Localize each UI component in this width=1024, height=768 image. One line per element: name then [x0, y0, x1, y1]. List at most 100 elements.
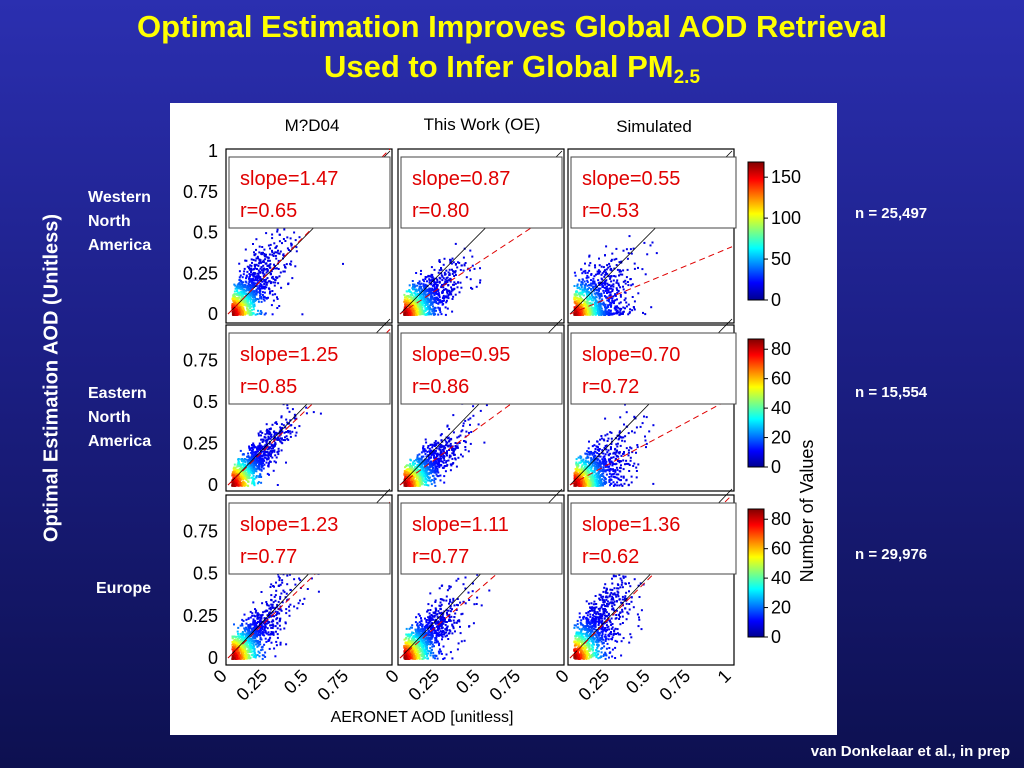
density-point: [236, 465, 239, 468]
density-point: [287, 430, 289, 432]
density-point: [259, 451, 262, 454]
density-point: [243, 471, 245, 474]
density-point: [420, 481, 423, 484]
slide-title-line1: Optimal Estimation Improves Global AOD R…: [137, 9, 887, 44]
density-point: [605, 448, 608, 451]
density-point: [644, 439, 647, 442]
density-point: [611, 299, 614, 302]
density-point: [257, 298, 260, 301]
density-point: [266, 448, 269, 451]
density-point: [263, 451, 266, 454]
density-point: [269, 273, 272, 276]
density-point: [426, 466, 428, 469]
density-point: [253, 444, 255, 447]
density-point: [605, 288, 608, 291]
density-point: [242, 298, 245, 301]
density-point: [411, 473, 414, 476]
density-point: [581, 288, 584, 291]
density-point: [238, 468, 241, 470]
density-point: [583, 286, 586, 289]
density-point: [434, 478, 437, 481]
density-point: [604, 459, 607, 462]
density-point: [260, 458, 263, 461]
density-point: [238, 472, 241, 475]
density-point: [433, 268, 436, 271]
density-point: [232, 300, 235, 303]
density-point: [257, 309, 259, 312]
density-point: [258, 465, 261, 468]
density-point: [465, 276, 468, 279]
density-point: [450, 262, 453, 265]
density-point: [415, 310, 418, 313]
density-point: [608, 476, 611, 478]
density-point: [428, 281, 431, 284]
density-point: [414, 296, 417, 299]
density-point: [262, 267, 265, 270]
density-point: [272, 431, 275, 433]
density-point: [248, 448, 251, 451]
density-point: [425, 297, 428, 300]
density-point: [430, 282, 432, 285]
density-point: [271, 423, 274, 426]
density-point: [423, 296, 426, 299]
density-point: [253, 263, 256, 266]
density-point: [618, 302, 621, 305]
density-point: [594, 297, 596, 300]
density-point: [625, 248, 628, 251]
density-point: [250, 311, 253, 314]
density-point: [596, 272, 599, 275]
density-point: [625, 301, 628, 304]
density-point: [418, 311, 421, 314]
density-point: [584, 287, 587, 290]
density-point: [630, 481, 633, 484]
density-point: [444, 313, 447, 316]
density-point: [236, 484, 239, 487]
density-point: [633, 306, 635, 309]
density-point: [416, 460, 419, 463]
density-point: [291, 277, 294, 280]
density-point: [469, 442, 472, 445]
density-point: [460, 264, 463, 267]
density-point: [625, 276, 628, 279]
density-point: [442, 454, 445, 457]
density-point: [421, 288, 424, 291]
density-point: [588, 451, 591, 454]
density-point: [600, 313, 603, 316]
density-point: [596, 289, 599, 292]
density-point: [450, 464, 453, 467]
density-point: [627, 449, 630, 452]
density-point: [619, 301, 622, 304]
density-point: [440, 313, 443, 316]
density-point: [450, 286, 453, 289]
density-point: [268, 451, 271, 454]
density-point: [590, 465, 593, 468]
density-point: [247, 310, 250, 313]
density-point: [262, 285, 264, 288]
density-point: [465, 430, 468, 433]
density-point: [582, 270, 585, 273]
density-point: [626, 268, 629, 271]
density-point: [405, 308, 408, 310]
density-point: [256, 277, 259, 280]
density-point: [425, 469, 427, 472]
density-point: [437, 292, 440, 295]
density-point: [260, 261, 263, 264]
density-point: [426, 479, 429, 482]
density-point: [276, 451, 279, 454]
density-point: [259, 260, 262, 263]
density-point: [263, 291, 266, 294]
density-point: [630, 284, 633, 287]
density-point: [267, 446, 270, 449]
density-point: [284, 439, 287, 442]
density-point: [247, 283, 250, 285]
density-point: [439, 455, 442, 458]
density-point: [628, 470, 631, 472]
density-point: [603, 275, 606, 278]
density-point: [424, 473, 427, 476]
density-point: [410, 481, 413, 483]
density-point: [260, 300, 263, 303]
density-point: [655, 252, 658, 255]
density-point: [244, 259, 247, 262]
density-point: [440, 268, 443, 271]
density-point: [594, 307, 597, 310]
